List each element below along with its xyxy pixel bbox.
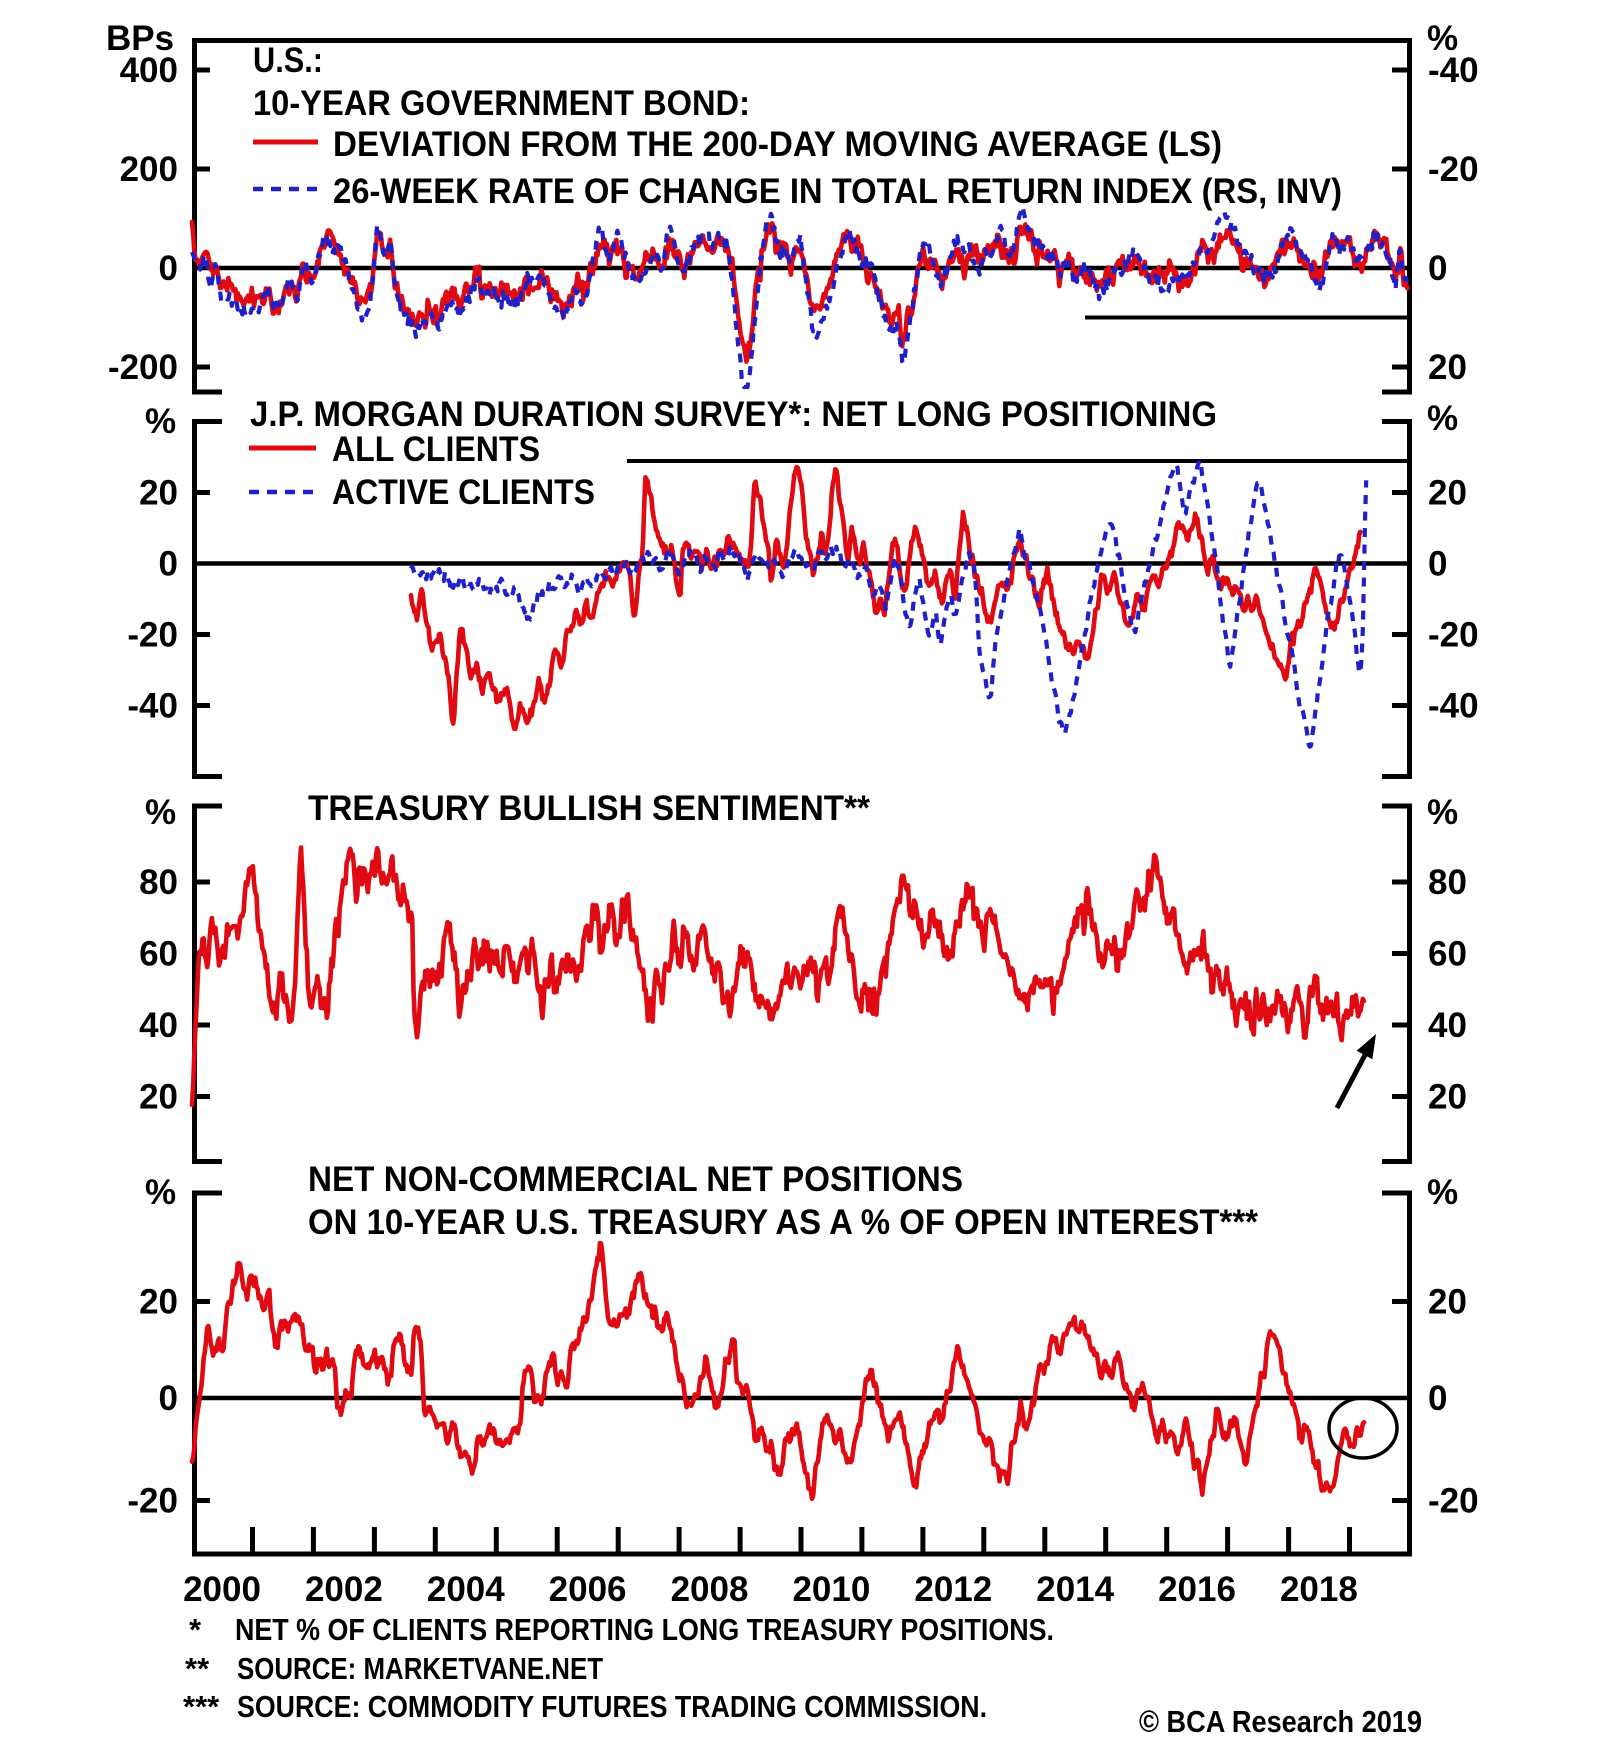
svg-text:-20: -20 [127,1482,178,1521]
svg-text:2002: 2002 [305,1570,383,1609]
svg-text:20: 20 [1428,1283,1467,1322]
svg-text:SOURCE: MARKETVANE.NET: SOURCE: MARKETVANE.NET [237,1651,603,1686]
svg-text:%: % [145,1173,176,1212]
svg-text:80: 80 [1428,863,1467,902]
svg-text:***: *** [183,1689,220,1724]
svg-text:40: 40 [1428,1006,1467,1045]
svg-text:20: 20 [1428,474,1467,513]
svg-text:40: 40 [139,1006,178,1045]
svg-text:SOURCE: COMMODITY FUTURES TRAD: SOURCE: COMMODITY FUTURES TRADING COMMIS… [237,1689,987,1724]
svg-text:DEVIATION FROM THE 200-DAY MOV: DEVIATION FROM THE 200-DAY MOVING AVERAG… [333,125,1222,164]
svg-text:2004: 2004 [427,1570,505,1609]
svg-text:ACTIVE CLIENTS: ACTIVE CLIENTS [332,473,595,512]
svg-text:2008: 2008 [671,1570,749,1609]
svg-text:20: 20 [139,474,178,513]
svg-text:20: 20 [1428,1078,1467,1117]
svg-text:26-WEEK RATE OF CHANGE IN TOTA: 26-WEEK RATE OF CHANGE IN TOTAL RETURN I… [333,172,1342,211]
svg-text:2010: 2010 [792,1570,870,1609]
svg-text:© BCA Research 2019: © BCA Research 2019 [1139,1704,1422,1739]
svg-text:60: 60 [1428,935,1467,974]
svg-text:0: 0 [1428,545,1447,584]
svg-text:-40: -40 [1428,687,1479,726]
svg-text:NET % OF CLIENTS REPORTING LON: NET % OF CLIENTS REPORTING LONG TREASURY… [235,1612,1054,1647]
svg-text:%: % [145,402,176,441]
svg-text:-200: -200 [108,348,178,387]
svg-text:TREASURY BULLISH SENTIMENT**: TREASURY BULLISH SENTIMENT** [308,789,870,828]
svg-text:%: % [145,793,176,832]
svg-text:-40: -40 [127,687,178,726]
svg-text:J.P. MORGAN DURATION SURVEY*:: J.P. MORGAN DURATION SURVEY*: NET LONG P… [250,395,1217,434]
svg-text:0: 0 [159,249,178,288]
svg-text:20: 20 [1428,348,1467,387]
svg-text:-20: -20 [127,616,178,655]
svg-text:2014: 2014 [1036,1570,1114,1609]
svg-text:*: * [189,1612,202,1647]
svg-text:2000: 2000 [183,1570,261,1609]
svg-text:60: 60 [139,935,178,974]
svg-text:BPs: BPs [106,19,174,58]
svg-text:0: 0 [1428,1379,1447,1418]
svg-text:2012: 2012 [914,1570,992,1609]
svg-text:NET NON-COMMERCIAL NET POSITIO: NET NON-COMMERCIAL NET POSITIONS [308,1160,963,1199]
svg-text:ALL CLIENTS: ALL CLIENTS [332,430,540,469]
svg-text:-40: -40 [1428,51,1479,90]
svg-text:**: ** [185,1651,210,1686]
svg-text:200: 200 [120,150,178,189]
svg-text:U.S.:: U.S.: [253,41,323,80]
svg-text:400: 400 [120,51,178,90]
svg-text:20: 20 [139,1078,178,1117]
svg-text:20: 20 [139,1283,178,1322]
svg-text:%: % [1427,19,1458,58]
svg-text:2006: 2006 [549,1570,627,1609]
svg-text:10-YEAR GOVERNMENT BOND:: 10-YEAR GOVERNMENT BOND: [253,84,750,123]
svg-text:0: 0 [1428,249,1447,288]
svg-text:80: 80 [139,863,178,902]
svg-text:%: % [1427,399,1458,438]
svg-text:-20: -20 [1428,616,1479,655]
svg-text:ON 10-YEAR U.S. TREASURY AS A: ON 10-YEAR U.S. TREASURY AS A % OF OPEN … [308,1203,1258,1242]
svg-text:2016: 2016 [1158,1570,1236,1609]
svg-text:2018: 2018 [1280,1570,1358,1609]
svg-text:%: % [1427,793,1458,832]
svg-text:0: 0 [159,1379,178,1418]
svg-text:0: 0 [159,545,178,584]
svg-text:%: % [1427,1173,1458,1212]
svg-text:-20: -20 [1428,1482,1479,1521]
svg-text:-20: -20 [1428,150,1479,189]
